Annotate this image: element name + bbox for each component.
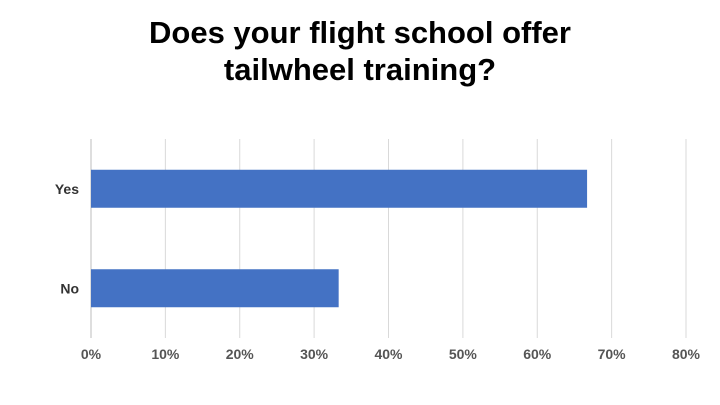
x-axis-tick-labels: 0% 10% 20% 30% 40% 50% 60% 70% 80% — [81, 346, 701, 362]
bar-no — [91, 269, 339, 308]
x-tick-label: 50% — [449, 346, 478, 362]
x-tick-label: 40% — [374, 346, 403, 362]
bar-yes — [91, 169, 588, 208]
x-tick-label: 30% — [300, 346, 329, 362]
chart-title: Does your flight school offer tailwheel … — [0, 14, 720, 88]
chart-title-line-2: tailwheel training? — [223, 52, 497, 87]
grid-lines — [90, 139, 687, 338]
category-label-no: No — [60, 280, 79, 296]
category-label-yes: Yes — [55, 181, 79, 197]
bars — [91, 169, 588, 308]
chart-title-line-1: Does your flight school offer — [149, 15, 571, 50]
category-labels: Yes No — [55, 181, 79, 297]
x-tick-label: 60% — [523, 346, 552, 362]
x-tick-label: 70% — [598, 346, 627, 362]
x-tick-label: 80% — [672, 346, 701, 362]
x-tick-label: 20% — [226, 346, 255, 362]
x-tick-label: 0% — [81, 346, 102, 362]
x-tick-label: 10% — [151, 346, 180, 362]
